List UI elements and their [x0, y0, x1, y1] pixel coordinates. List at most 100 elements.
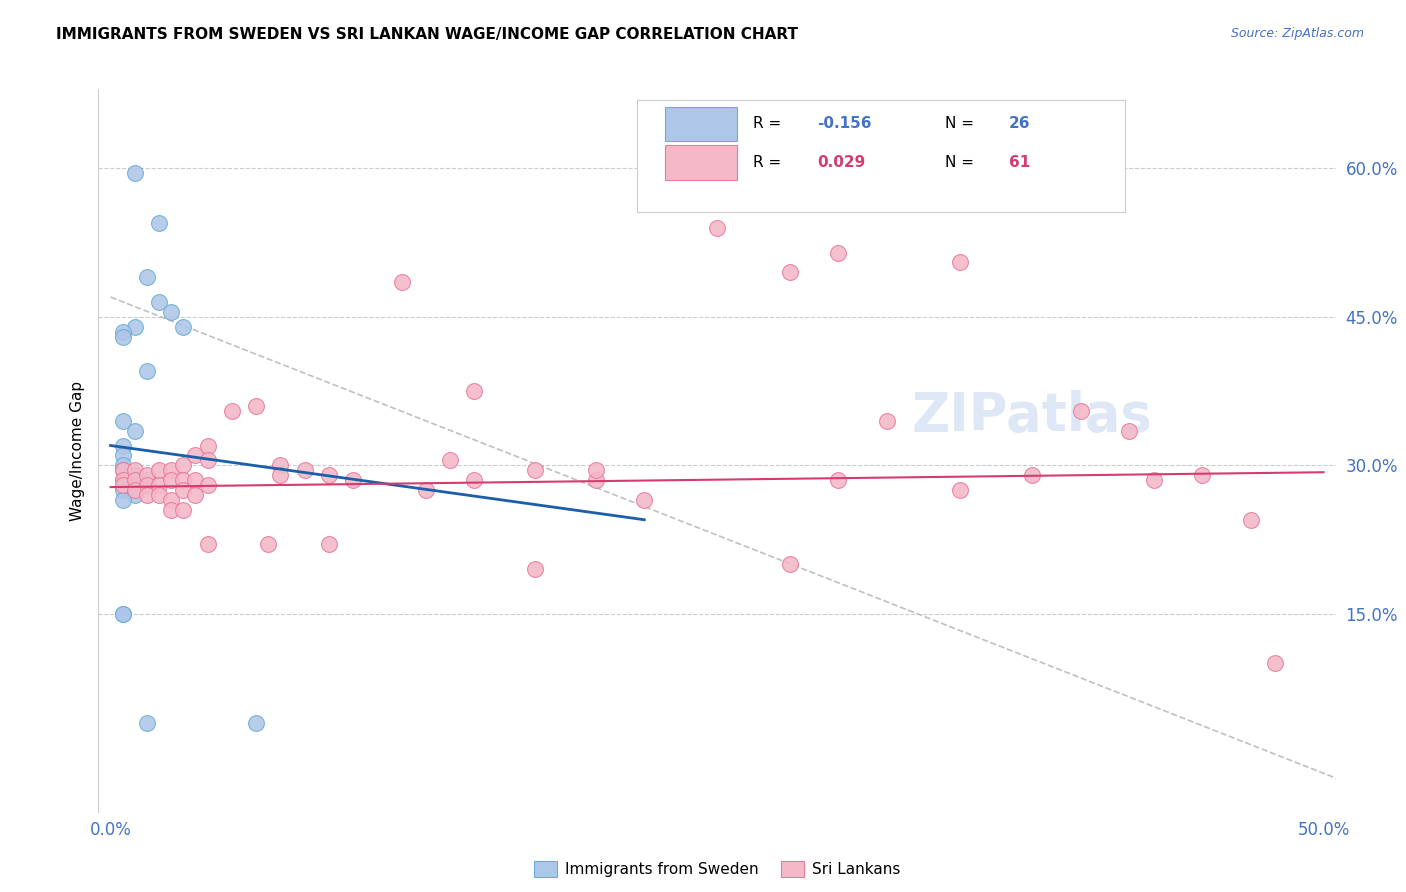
Point [1143, 473, 1166, 487]
Y-axis label: Wage/Income Gap: Wage/Income Gap [69, 380, 84, 521]
Point [136, 488, 159, 502]
Text: -0.156: -0.156 [817, 116, 872, 131]
Point [827, 473, 849, 487]
Point [124, 468, 146, 483]
Point [1191, 468, 1213, 483]
Point [197, 453, 219, 467]
Point [245, 715, 267, 730]
Point [257, 537, 280, 551]
Point [124, 424, 146, 438]
Point [172, 458, 194, 473]
Point [160, 463, 183, 477]
Point [415, 483, 437, 497]
Text: IMMIGRANTS FROM SWEDEN VS SRI LANKAN WAGE/INCOME GAP CORRELATION CHART: IMMIGRANTS FROM SWEDEN VS SRI LANKAN WAG… [56, 27, 799, 42]
Point [1240, 513, 1263, 527]
Point [172, 319, 194, 334]
Point [148, 295, 170, 310]
Point [463, 473, 485, 487]
Point [1070, 404, 1092, 418]
Point [136, 473, 159, 487]
Point [111, 473, 134, 487]
Point [245, 399, 267, 413]
Point [172, 483, 194, 497]
Point [136, 364, 159, 378]
Point [184, 449, 207, 463]
Point [124, 473, 146, 487]
Text: N =: N = [945, 154, 979, 169]
Point [1021, 468, 1043, 483]
Point [524, 463, 547, 477]
Point [111, 438, 134, 452]
Point [136, 468, 159, 483]
Text: N =: N = [945, 116, 979, 131]
Point [949, 483, 972, 497]
Point [160, 473, 183, 487]
Point [148, 488, 170, 502]
Point [633, 492, 655, 507]
Legend: Immigrants from Sweden, Sri Lankans: Immigrants from Sweden, Sri Lankans [527, 855, 907, 884]
Text: 26: 26 [1010, 116, 1031, 131]
Point [524, 562, 547, 576]
Point [148, 478, 170, 492]
Point [124, 488, 146, 502]
Point [269, 468, 291, 483]
Point [294, 463, 316, 477]
Point [111, 463, 134, 477]
Text: ZIPatlas: ZIPatlas [912, 390, 1153, 442]
Point [706, 220, 728, 235]
Point [160, 503, 183, 517]
Point [111, 458, 134, 473]
Point [1264, 657, 1286, 671]
Point [111, 478, 134, 492]
Point [111, 414, 134, 428]
Point [136, 715, 159, 730]
Point [160, 492, 183, 507]
Point [111, 492, 134, 507]
Point [148, 463, 170, 477]
Point [136, 270, 159, 285]
Point [136, 478, 159, 492]
Point [184, 473, 207, 487]
Text: Source: ZipAtlas.com: Source: ZipAtlas.com [1230, 27, 1364, 40]
Point [318, 468, 340, 483]
Point [318, 537, 340, 551]
Point [111, 463, 134, 477]
Text: 0.029: 0.029 [817, 154, 866, 169]
Point [148, 216, 170, 230]
FancyBboxPatch shape [637, 100, 1125, 212]
Point [124, 166, 146, 180]
Text: R =: R = [754, 116, 786, 131]
Point [342, 473, 364, 487]
Point [391, 275, 413, 289]
Point [779, 558, 801, 572]
Point [197, 537, 219, 551]
Point [197, 478, 219, 492]
Point [876, 414, 898, 428]
FancyBboxPatch shape [665, 106, 737, 141]
Point [111, 325, 134, 339]
Point [184, 488, 207, 502]
Point [124, 319, 146, 334]
Point [779, 265, 801, 279]
Point [827, 245, 849, 260]
FancyBboxPatch shape [665, 145, 737, 179]
Point [111, 473, 134, 487]
Point [269, 458, 291, 473]
Point [1118, 424, 1140, 438]
Point [585, 473, 607, 487]
Point [172, 473, 194, 487]
Point [221, 404, 243, 418]
Point [463, 384, 485, 398]
Point [197, 438, 219, 452]
Point [111, 607, 134, 621]
Point [439, 453, 461, 467]
Point [111, 449, 134, 463]
Point [949, 255, 972, 269]
Text: 61: 61 [1010, 154, 1031, 169]
Point [585, 463, 607, 477]
Point [124, 483, 146, 497]
Point [111, 483, 134, 497]
Point [160, 305, 183, 319]
Text: R =: R = [754, 154, 786, 169]
Point [111, 607, 134, 621]
